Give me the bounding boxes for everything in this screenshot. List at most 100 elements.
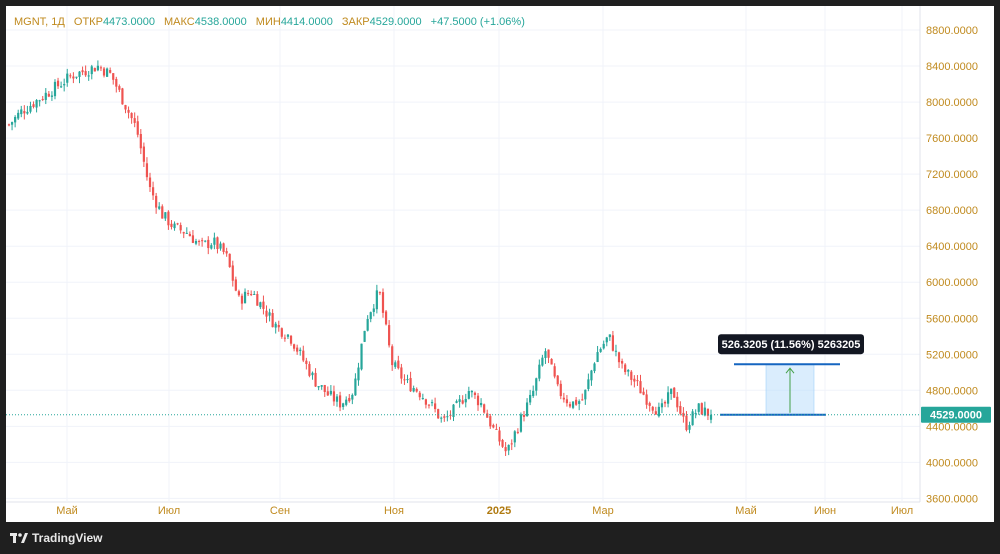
- candle-body: [219, 243, 222, 249]
- candle-body: [406, 379, 409, 381]
- y-tick-label: 7200.0000: [926, 169, 978, 181]
- measure-arrow-head-icon: [785, 367, 795, 374]
- chart-pane[interactable]: 526.3205 (11.56%) 5263205 4529.0000 3600…: [6, 6, 994, 522]
- candle-body: [139, 134, 142, 149]
- candle-body: [164, 212, 167, 219]
- candle-body: [703, 407, 706, 416]
- candle-body: [69, 75, 72, 77]
- candle-body: [323, 385, 326, 392]
- candle-body: [443, 416, 446, 418]
- candle-body: [587, 379, 590, 389]
- price-range-tool[interactable]: 526.3205 (11.56%) 5263205: [718, 334, 864, 416]
- candle-body: [338, 395, 342, 408]
- footer-bar: TradingView: [0, 524, 1000, 554]
- candle-body: [479, 402, 483, 406]
- candle-body: [105, 68, 109, 77]
- candle-body: [538, 364, 541, 379]
- time-axis[interactable]: Май Июл Сен Ноя 2025 Мар Май Июн Июл: [56, 505, 913, 517]
- candle-body: [247, 293, 250, 295]
- candle-body: [35, 100, 38, 108]
- candles: [7, 60, 713, 456]
- current-price-badge: [921, 406, 991, 423]
- candle-body: [265, 310, 268, 317]
- candle-body: [283, 337, 286, 339]
- candle-body: [666, 392, 670, 404]
- candle-body: [302, 350, 305, 361]
- candle-body: [660, 403, 664, 408]
- candle-body: [84, 71, 87, 76]
- open-label: ОТКР: [73, 16, 103, 28]
- candle-body: [709, 414, 713, 420]
- y-tick-label: 5200.0000: [926, 349, 978, 361]
- symbol-label[interactable]: MGNT, 1Д: [14, 16, 65, 28]
- measure-label-box: [718, 334, 864, 355]
- candle-body: [556, 375, 559, 385]
- candle-body: [430, 402, 434, 404]
- candle-body: [90, 66, 93, 75]
- candle-body: [562, 397, 565, 400]
- candle-body: [565, 399, 569, 404]
- candle-body: [449, 414, 452, 416]
- tradingview-logo[interactable]: TradingView: [10, 531, 102, 545]
- candle-body: [473, 392, 477, 396]
- candle-body: [78, 71, 81, 77]
- candle-body: [421, 398, 424, 400]
- candle-body: [136, 121, 139, 135]
- x-tick-label: Май: [56, 505, 78, 517]
- candle-body: [10, 122, 14, 125]
- candle-body: [571, 401, 575, 408]
- ohlc-legend: MGNT, 1Д ОТКР4473.0000 МАКС4538.0000 МИН…: [14, 16, 525, 28]
- candle-body: [590, 370, 593, 381]
- close-label: ЗАКР: [341, 16, 370, 28]
- candle-body: [326, 391, 329, 396]
- candle-body: [151, 187, 155, 196]
- candle-body: [455, 401, 458, 403]
- candle-body: [372, 308, 375, 312]
- candle-body: [289, 335, 293, 344]
- y-tick-label: 8400.0000: [926, 61, 978, 73]
- candle-body: [694, 412, 697, 414]
- y-tick-label: 4000.0000: [926, 457, 978, 469]
- candle-body: [415, 388, 418, 392]
- candle-body: [575, 399, 578, 405]
- candle-body: [292, 344, 296, 349]
- candle-body: [332, 391, 336, 402]
- candle-body: [608, 334, 611, 338]
- candle-body: [182, 232, 185, 234]
- candle-body: [529, 394, 532, 403]
- candle-body: [63, 84, 66, 86]
- candle-body: [222, 243, 225, 252]
- candle-body: [434, 403, 437, 410]
- candle-body: [682, 412, 685, 417]
- candle-body: [176, 223, 179, 225]
- candle-body: [14, 116, 17, 123]
- candle-body: [296, 347, 299, 352]
- candle-body: [277, 325, 280, 328]
- candle-body: [400, 367, 403, 379]
- candle-body: [617, 352, 621, 363]
- candle-body: [593, 363, 596, 372]
- price-axis[interactable]: 3600.0000 4000.0000 4400.0000 4800.0000 5200…: [926, 25, 978, 505]
- candle-body: [467, 391, 470, 399]
- price-chart[interactable]: 526.3205 (11.56%) 5263205 4529.0000 3600…: [6, 6, 994, 522]
- candle-body: [41, 98, 44, 100]
- candle-body: [486, 413, 489, 418]
- candle-body: [688, 425, 691, 430]
- candle-body: [663, 402, 667, 404]
- candle-body: [525, 402, 529, 417]
- candle-body: [20, 109, 23, 115]
- candle-body: [697, 403, 700, 412]
- candle-body: [72, 76, 75, 79]
- candle-body: [96, 65, 99, 71]
- close-value: 4529.0000: [369, 16, 422, 28]
- candle-body: [305, 360, 308, 365]
- candle-body: [599, 348, 602, 352]
- candle-body: [194, 241, 198, 244]
- candle-body: [394, 362, 397, 367]
- candle-body: [280, 328, 283, 337]
- candle-body: [26, 111, 29, 114]
- x-tick-label: Сен: [270, 505, 290, 517]
- candle-body: [185, 232, 188, 234]
- candle-body: [363, 330, 366, 342]
- current-price-label: 4529.0000: [930, 410, 982, 422]
